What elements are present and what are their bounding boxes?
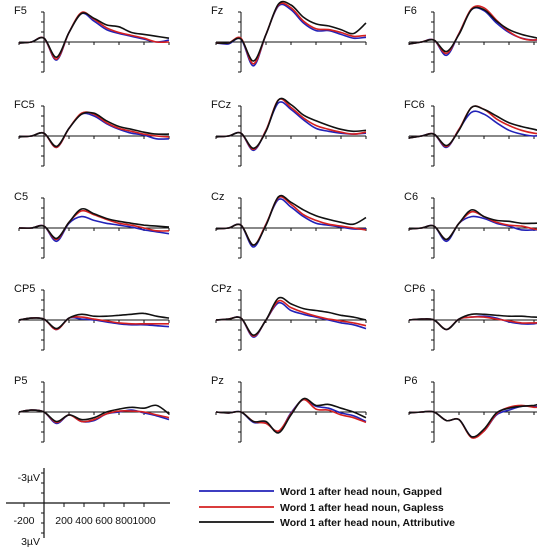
panel-cz: Cz [211, 191, 367, 259]
electrode-label: Pz [211, 375, 224, 387]
scale-bar-x-tick-label: 600 [95, 515, 113, 527]
electrode-label: P6 [404, 375, 417, 387]
panel-fz: Fz [211, 0, 367, 73]
scale-bar-ticks: -200 200 400 600 800 1000 [13, 472, 156, 534]
panel-pz: Pz [211, 375, 367, 443]
waveform-f5-gapped [18, 12, 170, 61]
waveform-cp6-attributive [408, 313, 537, 331]
panel-cp5: CP5 [14, 283, 170, 351]
waveform-p6-attributive [408, 403, 537, 438]
electrode-label: FC5 [14, 99, 35, 111]
electrode-label: CP6 [404, 283, 425, 295]
scale-bar-x-tick-label: 800 [115, 515, 133, 527]
waveform-fc6-attributive [408, 105, 537, 147]
panel-fcz: FCz [211, 97, 367, 167]
waveform-fz-attributive [215, 0, 367, 62]
panel-c6: C6 [404, 191, 537, 259]
electrode-label: Cz [211, 191, 224, 203]
waveform-fcz-attributive [215, 97, 367, 150]
electrode-label: P5 [14, 375, 27, 387]
waveform-pz-attributive [215, 397, 367, 434]
legend-label-attributive: Word 1 after head noun, Attributive [280, 517, 455, 529]
electrode-label: C6 [404, 191, 418, 203]
panel-p5: P5 [14, 375, 170, 443]
panel-c5: C5 [14, 191, 170, 259]
electrode-label: Fz [211, 5, 223, 17]
panel-f5: F5 [14, 5, 170, 73]
legend-label-gapped: Word 1 after head noun, Gapped [280, 486, 442, 498]
waveform-cz-attributive [215, 194, 367, 246]
waveform-p6-gapped [408, 405, 537, 438]
panel-p6: P6 [404, 375, 537, 443]
waveform-p6-gapless [408, 404, 537, 439]
panel-fc6: FC6 [404, 99, 537, 167]
waveform-p5-attributive [18, 404, 170, 423]
electrode-label: CP5 [14, 283, 35, 295]
scale-bar-bottom-label: 3µV [21, 536, 40, 548]
waveform-fc5-gapped [18, 112, 170, 149]
panel-f6: F6 [404, 5, 537, 73]
scale-bar-x-tick-label: 1000 [132, 515, 156, 527]
electrode-label: FC6 [404, 99, 425, 111]
waveform-f6-gapless [408, 5, 537, 55]
legend: Word 1 after head noun, Gapped Word 1 af… [199, 486, 455, 529]
waveform-cp5-attributive [18, 312, 170, 330]
electrode-label: F6 [404, 5, 417, 17]
scale-bar-x-tick-label: 200 [55, 515, 73, 527]
scale-bar-top-label: -3µV [18, 472, 40, 484]
electrode-label: FCz [211, 99, 231, 111]
panel-cpz: CPz [211, 283, 367, 351]
legend-label-gapless: Word 1 after head noun, Gapless [280, 502, 444, 514]
waveform-c6-attributive [408, 209, 537, 241]
electrode-label: CPz [211, 283, 232, 295]
waveform-c5-attributive [18, 207, 170, 240]
scale-bar-x-tick-label: -200 [13, 515, 34, 527]
waveform-f6-gapped [408, 6, 537, 57]
waveform-fc5-gapless [18, 111, 170, 149]
waveform-fc5-attributive [18, 111, 170, 148]
waveform-c6-gapped [408, 215, 537, 243]
waveform-f6-attributive [408, 6, 537, 53]
electrode-panels: F5 Fz F6 FC5 FCz FC6 C5 Cz C6 CP5 CPz CP6 P5 Pz P6 [14, 0, 537, 443]
waveform-cpz-attributive [215, 296, 367, 336]
scale-bar: -3µV 3µV -200 200 400 600 800 1000 [6, 468, 170, 548]
waveform-cpz-gapless [215, 299, 367, 337]
electrode-label: F5 [14, 5, 27, 17]
panel-fc5: FC5 [14, 99, 170, 167]
panel-cp6: CP6 [404, 283, 537, 351]
waveform-f5-attributive [18, 12, 170, 58]
waveform-fz-gapped [215, 3, 367, 67]
electrode-label: C5 [14, 191, 28, 203]
scale-bar-x-tick-label: 400 [75, 515, 93, 527]
